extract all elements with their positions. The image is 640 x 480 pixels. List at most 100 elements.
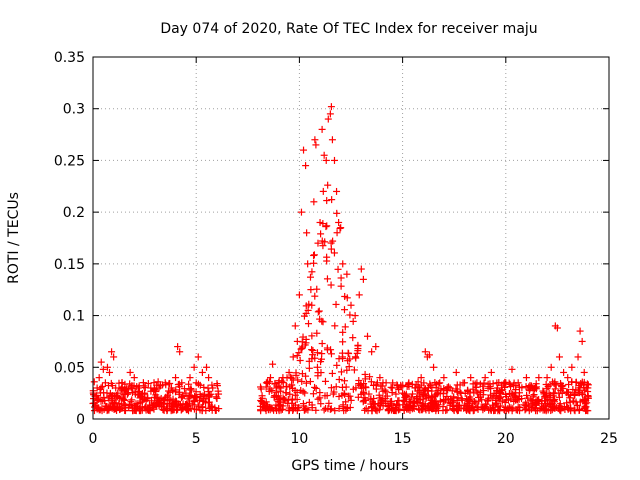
data-point bbox=[328, 369, 336, 377]
data-point bbox=[318, 125, 326, 133]
data-point bbox=[323, 222, 331, 230]
data-point bbox=[298, 343, 306, 351]
data-point bbox=[387, 383, 395, 391]
data-point bbox=[305, 364, 313, 372]
data-point bbox=[417, 374, 425, 382]
data-point bbox=[310, 251, 318, 259]
data-point bbox=[304, 406, 312, 414]
data-point bbox=[454, 406, 462, 414]
y-tick-label: 0.1 bbox=[63, 309, 85, 325]
data-point bbox=[328, 136, 336, 144]
data-point bbox=[345, 350, 353, 358]
data-point bbox=[176, 388, 184, 396]
data-point bbox=[489, 380, 497, 388]
data-point bbox=[273, 384, 281, 392]
data-point bbox=[288, 399, 296, 407]
data-point bbox=[394, 397, 402, 405]
data-point bbox=[384, 405, 392, 413]
data-point bbox=[424, 404, 432, 412]
data-point bbox=[333, 229, 341, 237]
data-point bbox=[546, 381, 554, 389]
data-point bbox=[110, 353, 118, 361]
data-point bbox=[263, 401, 271, 409]
data-point bbox=[359, 275, 367, 283]
data-point bbox=[310, 251, 318, 259]
data-point bbox=[318, 355, 326, 363]
data-point bbox=[339, 260, 347, 268]
data-point bbox=[198, 368, 206, 376]
data-point bbox=[90, 378, 98, 386]
data-point bbox=[374, 400, 382, 408]
data-point bbox=[112, 399, 120, 407]
x-axis-label: GPS time / hours bbox=[291, 458, 408, 474]
data-point bbox=[282, 389, 290, 397]
data-point bbox=[428, 383, 436, 391]
data-point bbox=[330, 156, 338, 164]
data-point bbox=[147, 384, 155, 392]
data-point bbox=[367, 395, 375, 403]
data-point bbox=[135, 387, 143, 395]
data-point bbox=[413, 395, 421, 403]
data-point bbox=[343, 294, 351, 302]
data-point bbox=[309, 390, 317, 398]
data-point bbox=[121, 390, 129, 398]
data-point bbox=[436, 389, 444, 397]
data-point bbox=[256, 402, 264, 410]
data-point bbox=[127, 383, 135, 391]
data-point bbox=[523, 391, 531, 399]
data-point bbox=[118, 404, 126, 412]
data-point bbox=[314, 308, 322, 316]
data-point bbox=[493, 392, 501, 400]
data-point bbox=[132, 400, 140, 408]
data-point bbox=[463, 399, 471, 407]
data-point bbox=[455, 401, 463, 409]
data-point bbox=[194, 401, 202, 409]
data-point bbox=[318, 340, 326, 348]
data-point bbox=[299, 333, 307, 341]
data-point bbox=[547, 402, 555, 410]
data-point bbox=[192, 379, 200, 387]
data-point bbox=[319, 242, 327, 250]
data-point bbox=[547, 363, 555, 371]
data-point bbox=[321, 377, 329, 385]
y-tick-label: 0.15 bbox=[54, 257, 85, 273]
data-point bbox=[538, 404, 546, 412]
data-point bbox=[484, 396, 492, 404]
data-point bbox=[97, 358, 105, 366]
data-point bbox=[295, 291, 303, 299]
data-point bbox=[543, 385, 551, 393]
data-point bbox=[550, 398, 558, 406]
data-point bbox=[257, 385, 265, 393]
data-point bbox=[324, 181, 332, 189]
data-point bbox=[339, 401, 347, 409]
data-point bbox=[555, 393, 563, 401]
data-point bbox=[196, 381, 204, 389]
data-point bbox=[381, 386, 389, 394]
data-point bbox=[258, 398, 266, 406]
data-point bbox=[578, 389, 586, 397]
data-point bbox=[334, 265, 342, 273]
data-point bbox=[573, 401, 581, 409]
data-point bbox=[512, 393, 520, 401]
data-point bbox=[488, 394, 496, 402]
grid-lines bbox=[93, 57, 609, 419]
data-point bbox=[200, 383, 208, 391]
data-point bbox=[304, 260, 312, 268]
data-point bbox=[349, 385, 357, 393]
y-tick-label: 0.05 bbox=[54, 360, 85, 376]
data-point bbox=[361, 375, 369, 383]
y-tick-label: 0.2 bbox=[63, 205, 85, 221]
data-point bbox=[189, 397, 197, 405]
data-point bbox=[160, 406, 168, 414]
data-point bbox=[135, 405, 143, 413]
data-point bbox=[335, 405, 343, 413]
data-point bbox=[302, 339, 310, 347]
data-point bbox=[372, 343, 380, 351]
data-point bbox=[442, 396, 450, 404]
data-point bbox=[311, 292, 319, 300]
data-point bbox=[355, 376, 363, 384]
data-point bbox=[96, 385, 104, 393]
data-point bbox=[275, 377, 283, 385]
data-point bbox=[215, 390, 223, 398]
data-point bbox=[535, 374, 543, 382]
